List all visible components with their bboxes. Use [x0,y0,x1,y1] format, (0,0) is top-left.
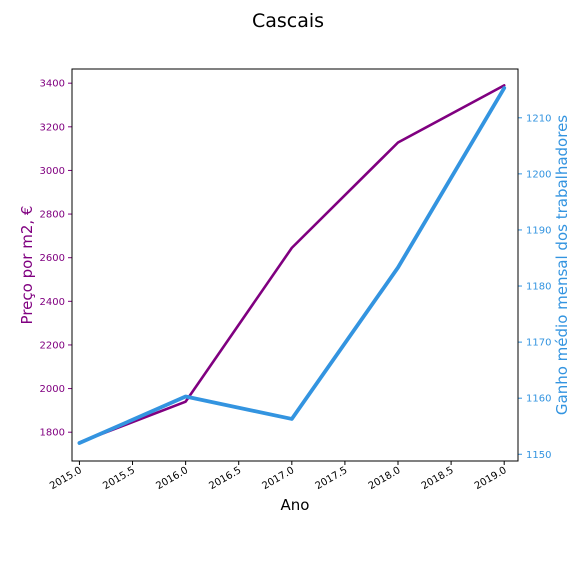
x-tick-label: 2018.5 [420,465,456,492]
y-right-tick-label: 1210 [526,113,551,124]
y-right-tick-label: 1150 [526,450,551,461]
x-tick-label: 2018.0 [367,465,403,492]
series-group [77,84,507,445]
x-tick-label: 2016.0 [154,465,190,492]
y-left-tick-label: 3000 [40,166,65,177]
y-left-tick-label: 2400 [40,297,65,308]
y-right-tick-label: 1170 [526,338,551,349]
y-left-tick-label: 3400 [40,79,65,90]
y-right-tick-label: 1190 [526,225,551,236]
x-tick-label: 2017.0 [261,465,297,492]
y-right-tick-label: 1160 [526,394,551,405]
x-tick-label: 2015.5 [101,465,137,492]
y-left-tick-label: 3200 [40,122,65,133]
y-left-tick-label: 2200 [40,340,65,351]
y-right-tick-label: 1200 [526,169,551,180]
y-right-axis-label: Ganho médio mensal dos trabalhadores [553,115,571,415]
chart-title: Cascais [252,10,324,32]
plot-frame [71,68,519,462]
y-left-tick-label: 2000 [40,384,65,395]
y-left-axis-label: Preço por m2, € [18,206,36,325]
x-tick-label: 2015.0 [48,465,84,492]
x-tick-label: 2016.5 [207,465,243,492]
y-left-tick-label: 2600 [40,253,65,264]
y-left-tick-label: 2800 [40,210,65,221]
x-axis-label: Ano [281,496,310,514]
series-line-preco-m2 [78,84,506,444]
series-line-ganho-medio [77,86,507,445]
y-right-tick-label: 1180 [526,282,551,293]
x-axis-ticks: 2015.0 2015.5 2016.0 2016.5 2017.0 2017.5 2018… [48,461,509,492]
y-left-axis-ticks: 1800 2000 2200 2400 2600 2800 3000 3200 3400 [40,79,72,439]
y-left-tick-label: 1800 [40,428,65,439]
y-right-axis-ticks: 1150 1160 1170 1180 1190 1200 1210 [518,113,551,461]
x-tick-label: 2017.5 [314,465,350,492]
x-tick-label: 2019.0 [473,465,509,492]
